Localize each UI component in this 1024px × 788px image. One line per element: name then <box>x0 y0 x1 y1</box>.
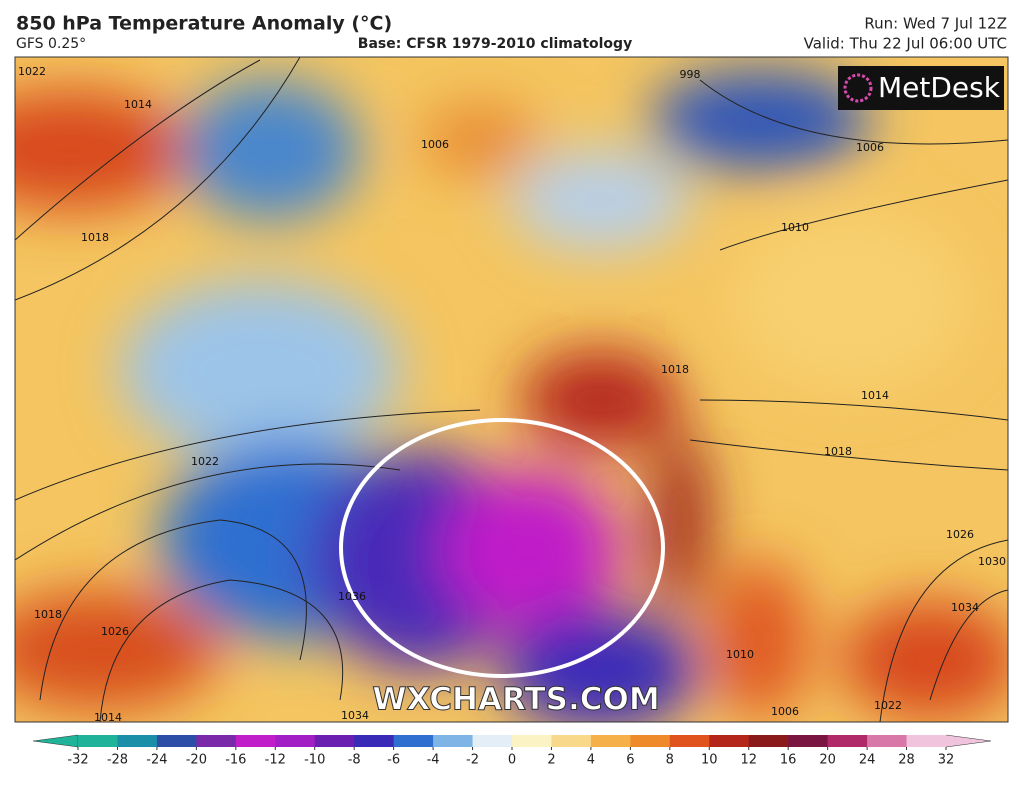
colorbar-arrow <box>945 734 992 748</box>
isobar-label: 1006 <box>421 138 449 151</box>
colorbar-segment <box>472 735 513 747</box>
isobar-label: 1030 <box>978 555 1006 568</box>
anomaly-field <box>15 70 1008 722</box>
colorbar-segment <box>275 735 316 747</box>
isobar-label: 1018 <box>81 231 109 244</box>
logo-box <box>838 66 1004 110</box>
colorbar-label: -16 <box>225 753 246 768</box>
colorbar-label: -10 <box>304 753 325 768</box>
colorbar-segment <box>433 735 474 747</box>
colorbar-arrow <box>32 734 79 748</box>
colorbar-segment <box>867 735 908 747</box>
colorbar-label: 16 <box>780 753 797 768</box>
base: Base: CFSR 1979-2010 climatology <box>358 36 632 52</box>
colorbar-label: 32 <box>938 753 955 768</box>
colorbar-segment <box>630 735 671 747</box>
colorbar: -32 -28 -24 -20 -16 -12 -10 -8 -6 -4 -2 0 2 4 6 8 10 12 16… <box>32 734 992 768</box>
model: GFS 0.25° <box>16 36 86 52</box>
isobar-label: 1006 <box>771 705 799 718</box>
colorbar-segment <box>354 735 395 747</box>
isobar-label: 1036 <box>338 590 366 603</box>
isobar-label: 1014 <box>861 389 889 402</box>
colorbar-label: -24 <box>146 753 167 768</box>
colorbar-label: 10 <box>701 753 718 768</box>
isobar-label: 1010 <box>781 221 809 234</box>
highlight-circle <box>339 418 665 678</box>
colorbar-label: 6 <box>626 753 634 768</box>
map-frame <box>14 56 1009 723</box>
colorbar-segment <box>827 735 868 747</box>
colorbar-label: -12 <box>265 753 286 768</box>
isobar-label: 1018 <box>661 363 689 376</box>
colorbar-segment <box>748 735 789 747</box>
isobar-label: 1022 <box>191 455 219 468</box>
colorbar-segment <box>669 735 710 747</box>
run: Run: Wed 7 Jul 12Z <box>864 15 1007 33</box>
isobar-label: 1014 <box>94 711 122 724</box>
colorbar-segment <box>156 735 197 747</box>
logo-icon <box>843 73 873 103</box>
isobar-label: 1018 <box>34 608 62 621</box>
logo: MetDesk <box>878 71 1001 104</box>
colorbar-segment <box>314 735 355 747</box>
isobar-label: 1026 <box>101 625 129 638</box>
colorbar-label: 12 <box>740 753 757 768</box>
colorbar-segment <box>512 735 552 747</box>
colorbar-segment <box>709 735 750 747</box>
colorbar-segment <box>235 735 276 747</box>
isobar-label: 1014 <box>124 98 152 111</box>
colorbar-segment <box>196 735 237 747</box>
isobar-label: 1010 <box>726 648 754 661</box>
colorbar-segment <box>551 735 592 747</box>
colorbar-segment <box>117 735 158 747</box>
colorbar-label: -28 <box>107 753 128 768</box>
colorbar-label: -8 <box>348 753 361 768</box>
colorbar-label: -2 <box>466 753 479 768</box>
colorbar-label: 0 <box>508 753 516 768</box>
colorbar-segment <box>78 735 118 747</box>
colorbar-segment <box>590 735 631 747</box>
colorbar-label: 4 <box>587 753 595 768</box>
colorbar-segment <box>906 735 947 747</box>
colorbar-segment <box>393 735 434 747</box>
valid: Valid: Thu 22 Jul 06:00 UTC <box>804 35 1007 53</box>
colorbar-label: 28 <box>898 753 915 768</box>
title: 850 hPa Temperature Anomaly (°C) <box>16 13 392 35</box>
isobar-label: 1006 <box>856 141 884 154</box>
colorbar-label: -20 <box>186 753 207 768</box>
isobar-label: 1022 <box>874 699 902 712</box>
map: MetDesk WXCHARTS.COM 1022 1018 1014 1006 998… <box>15 57 1008 724</box>
isobars <box>15 57 1008 722</box>
colorbar-label: 8 <box>666 753 674 768</box>
isobar-label: 1018 <box>824 445 852 458</box>
isobar-label: 1022 <box>18 65 46 78</box>
colorbar-label: -4 <box>427 753 440 768</box>
isobar-label: 998 <box>680 68 701 81</box>
isobar-label: 1026 <box>946 528 974 541</box>
colorbar-label: 20 <box>819 753 836 768</box>
isobar-label: 1034 <box>951 601 979 614</box>
colorbar-label: -6 <box>387 753 400 768</box>
colorbar-segment <box>788 735 829 747</box>
isobar-label: 1034 <box>341 709 369 722</box>
colorbar-label: -32 <box>67 753 88 768</box>
colorbar-label: 2 <box>547 753 555 768</box>
colorbar-label: 24 <box>859 753 876 768</box>
watermark: WXCHARTS.COM <box>372 682 659 718</box>
